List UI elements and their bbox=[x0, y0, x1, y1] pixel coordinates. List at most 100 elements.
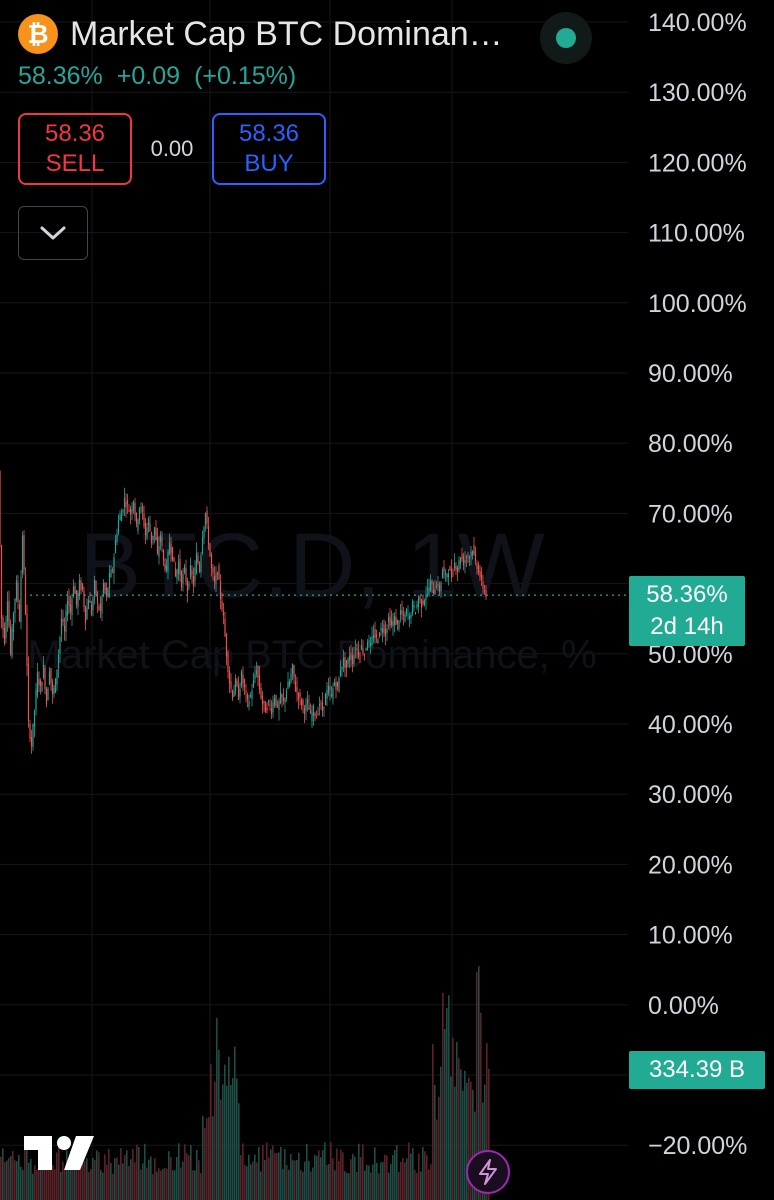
candle-body bbox=[417, 598, 420, 607]
candle-body bbox=[29, 723, 31, 739]
bitcoin-icon: ₿ bbox=[18, 14, 58, 54]
volume-bar bbox=[398, 1171, 400, 1200]
volume-bar bbox=[450, 1076, 452, 1200]
candle-body bbox=[465, 556, 468, 558]
candle-body bbox=[336, 681, 339, 687]
volume-bar bbox=[52, 1165, 54, 1200]
volume-bar bbox=[118, 1164, 120, 1200]
candle-body bbox=[476, 563, 478, 570]
candle-body bbox=[389, 616, 391, 627]
candle-body bbox=[323, 706, 325, 708]
candle-body bbox=[189, 565, 192, 578]
candle-body bbox=[120, 513, 123, 522]
volume-bar bbox=[114, 1158, 116, 1200]
candle-body bbox=[48, 671, 51, 685]
volume-bar bbox=[104, 1154, 106, 1200]
volume-bar bbox=[196, 1149, 198, 1200]
volume-bar bbox=[136, 1144, 138, 1200]
candle-body bbox=[156, 537, 159, 554]
volume-bar bbox=[460, 1069, 462, 1200]
candle-body bbox=[62, 619, 64, 622]
candle-body bbox=[162, 549, 165, 562]
volume-bar bbox=[44, 1157, 46, 1200]
volume-bar bbox=[256, 1162, 258, 1200]
candle-body bbox=[407, 614, 409, 616]
candle-body bbox=[98, 606, 100, 610]
lightning-button[interactable] bbox=[466, 1150, 510, 1194]
volume-bar bbox=[222, 1084, 224, 1200]
candle-body bbox=[30, 736, 33, 746]
volume-bar bbox=[278, 1152, 280, 1200]
y-tick-label: 100.00% bbox=[648, 290, 747, 318]
candle-body bbox=[281, 694, 283, 698]
candle-body bbox=[152, 535, 154, 540]
volume-bar bbox=[102, 1172, 104, 1200]
volume-bar bbox=[476, 971, 478, 1200]
candle-body bbox=[272, 702, 274, 713]
volume-bar bbox=[6, 1160, 8, 1200]
candle-body bbox=[479, 570, 481, 578]
candle-body bbox=[434, 589, 436, 595]
buy-button[interactable]: 58.36 BUY bbox=[212, 113, 326, 185]
candle-body bbox=[168, 542, 171, 555]
volume-bar bbox=[436, 1119, 438, 1200]
candle-body bbox=[312, 706, 315, 717]
candle-body bbox=[38, 678, 40, 685]
candle-body bbox=[71, 598, 73, 616]
candle-body bbox=[290, 673, 292, 683]
volume-bar bbox=[254, 1154, 256, 1200]
volume-bar bbox=[338, 1161, 340, 1200]
candle-body bbox=[114, 540, 117, 553]
volume-label: 334.39 B bbox=[629, 1051, 765, 1089]
volume-bar bbox=[394, 1150, 396, 1200]
volume-bar bbox=[142, 1163, 144, 1200]
volume-bar bbox=[252, 1161, 254, 1200]
candle-body bbox=[219, 581, 222, 600]
collapse-button[interactable] bbox=[18, 206, 88, 260]
volume-bar bbox=[422, 1147, 424, 1200]
candle-body bbox=[141, 506, 144, 512]
candle-body bbox=[24, 575, 27, 614]
market-status[interactable] bbox=[540, 12, 592, 64]
last-price-value: 58.36% bbox=[646, 581, 728, 608]
y-tick-label: 40.00% bbox=[648, 711, 733, 739]
candle-body bbox=[173, 557, 175, 562]
watermark-name: Market Cap BTC Dominance, % bbox=[27, 633, 596, 677]
volume-bar bbox=[316, 1156, 318, 1200]
candle-body bbox=[192, 576, 195, 586]
candle-body bbox=[80, 580, 82, 590]
candle-body bbox=[279, 691, 282, 704]
y-tick-label: 70.00% bbox=[648, 500, 733, 528]
volume-bar bbox=[368, 1165, 370, 1200]
candle-body bbox=[170, 544, 172, 553]
symbol-title[interactable]: Market Cap BTC Dominan… bbox=[70, 14, 503, 53]
tradingview-logo-icon[interactable] bbox=[24, 1136, 96, 1177]
candle-body bbox=[122, 509, 124, 513]
candle-body bbox=[326, 690, 328, 699]
y-tick-label: 90.00% bbox=[648, 360, 733, 388]
volume-bar bbox=[376, 1162, 378, 1200]
volume-bar bbox=[230, 1085, 232, 1200]
volume-bar bbox=[286, 1165, 288, 1200]
candle-body bbox=[18, 604, 21, 622]
volume-bar bbox=[74, 1162, 76, 1200]
volume-bar bbox=[484, 1084, 486, 1200]
candle-body bbox=[365, 648, 367, 650]
candle-body bbox=[78, 580, 81, 596]
candle-body bbox=[267, 700, 270, 703]
candle-body bbox=[390, 619, 393, 626]
candle-body bbox=[105, 587, 108, 596]
volume-bar bbox=[24, 1145, 26, 1200]
volume-bar bbox=[126, 1150, 128, 1200]
sell-button[interactable]: 58.36 SELL bbox=[18, 113, 132, 185]
volume-bar bbox=[438, 1096, 440, 1200]
volume-bar bbox=[320, 1157, 322, 1200]
candle-body bbox=[9, 626, 12, 654]
candle-body bbox=[266, 707, 268, 711]
candle-body bbox=[383, 624, 385, 634]
candle-body bbox=[47, 688, 49, 701]
candle-body bbox=[42, 665, 45, 679]
candle-body bbox=[329, 686, 331, 691]
candle-body bbox=[14, 598, 16, 613]
